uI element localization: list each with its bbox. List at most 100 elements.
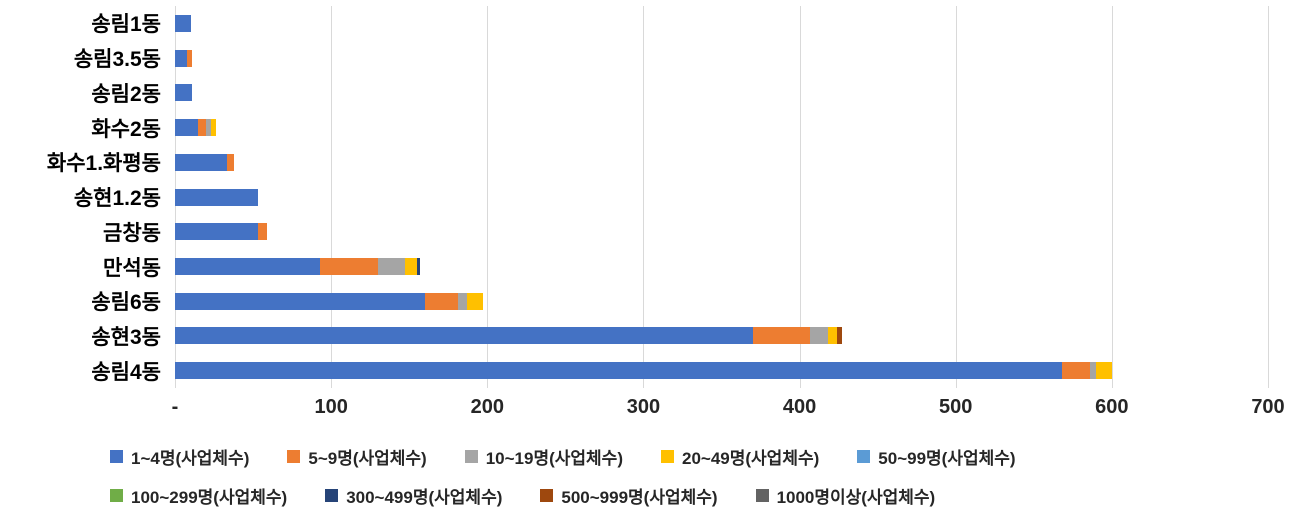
category-label: 화수1.화평동	[46, 152, 161, 176]
gridline	[1111, 6, 1113, 388]
category-label: 송림2동	[91, 82, 161, 106]
legend-label: 300~499명(사업체수)	[346, 488, 503, 507]
stacked-bar	[175, 49, 1268, 67]
x-tick-label: 700	[1251, 396, 1285, 418]
bar-segment	[175, 14, 191, 32]
bar-segment	[210, 119, 216, 137]
bar-segment	[175, 49, 188, 67]
bar-row	[175, 41, 1268, 76]
legend-swatch-icon	[540, 489, 554, 502]
legend: 1~4명(사업체수) 5~9명(사업체수) 10~19명(사업체수) 20~49명(사…	[110, 444, 1016, 521]
plot-region: 송림1동 송림3.5동 송림2동 화수2동 화수1.화평동 송현1.2동 금창동 만석동 송림6…	[0, 6, 1307, 388]
legend-label: 1~4명(사업체수)	[131, 449, 250, 468]
legend-item: 50~99명(사업체수)	[857, 444, 1016, 469]
bar-row	[175, 353, 1268, 388]
legend-label: 5~9명(사업체수)	[308, 449, 427, 468]
bar-segment	[175, 362, 1062, 380]
stacked-bar	[175, 84, 1268, 102]
stacked-bar	[175, 188, 1268, 206]
gridline	[1268, 6, 1269, 388]
x-tick-label: 100	[314, 396, 348, 418]
bar-segment	[320, 258, 378, 275]
value-axis: - 100 200 300 400 500 600 700	[171, 396, 1285, 424]
stacked-bar	[175, 119, 1268, 137]
category-label: 금창동	[103, 221, 161, 245]
bar-segment	[416, 258, 421, 275]
stacked-bar	[175, 327, 1268, 345]
bar-row	[175, 284, 1268, 319]
bar-row	[175, 249, 1268, 284]
bar-segment	[175, 223, 258, 241]
x-tick-label: -	[171, 396, 179, 418]
stacked-bar	[175, 14, 1268, 32]
legend-swatch-icon	[325, 489, 339, 502]
legend-label: 10~19명(사업체수)	[485, 449, 623, 468]
x-tick-label: 500	[939, 396, 973, 418]
stacked-bar	[175, 362, 1268, 380]
stacked-bar	[175, 223, 1268, 241]
bar-segment	[175, 84, 193, 102]
legend-label: 500~999명(사업체수)	[561, 488, 718, 507]
legend-item: 500~999명(사업체수)	[540, 483, 718, 508]
stacked-bar	[175, 292, 1268, 310]
x-tick-label: 200	[470, 396, 504, 418]
bar-segment	[457, 292, 467, 310]
bar-row	[175, 75, 1268, 110]
legend-swatch-icon	[110, 489, 123, 502]
gridline	[799, 6, 801, 388]
legend-item: 100~299명(사업체수)	[110, 483, 287, 508]
legend-swatch-icon	[110, 450, 123, 463]
category-label: 만석동	[103, 256, 161, 280]
category-label: 송림4동	[91, 360, 161, 384]
bar-segment	[404, 258, 417, 275]
bar-segment	[226, 153, 235, 171]
legend-swatch-icon	[755, 489, 769, 502]
stacked-bar	[175, 258, 1268, 275]
legend-item: 20~49명(사업체수)	[661, 444, 819, 469]
stacked-bar	[175, 153, 1268, 171]
bar-segment	[198, 119, 207, 137]
category-axis: 송림1동 송림3.5동 송림2동 화수2동 화수1.화평동 송현1.2동 금창동 만석동 송림6…	[0, 6, 175, 388]
bar-row	[175, 214, 1268, 249]
legend-row: 100~299명(사업체수) 300~499명(사업체수) 500~999명(사업체…	[110, 483, 1016, 508]
bar-segment	[466, 292, 483, 310]
category-label: 송림6동	[91, 291, 161, 315]
bar-segment	[827, 327, 838, 345]
gridline	[331, 6, 333, 388]
bar-segment	[175, 188, 258, 206]
bar-segment	[1061, 362, 1090, 380]
gridline	[487, 6, 489, 388]
legend-label: 20~49명(사업체수)	[682, 449, 820, 468]
bar-segment	[175, 327, 753, 345]
bar-segment	[752, 327, 811, 345]
bar-segment	[175, 153, 227, 171]
x-tick-label: 400	[782, 396, 817, 418]
bar-segment	[1089, 362, 1097, 380]
category-label: 송현1.2동	[73, 187, 161, 211]
bar-segment	[837, 327, 842, 345]
legend-swatch-icon	[464, 450, 478, 463]
bar-row	[175, 319, 1268, 354]
bar-segment	[206, 119, 211, 137]
legend-row: 1~4명(사업체수) 5~9명(사업체수) 10~19명(사업체수) 20~49명(사…	[110, 444, 1016, 469]
bars	[175, 6, 1268, 388]
plot-area	[175, 6, 1269, 388]
bar-segment	[377, 258, 405, 275]
legend-label: 1000명이상(사업체수)	[776, 488, 936, 507]
bar-row	[175, 6, 1268, 41]
bar-segment	[257, 223, 268, 241]
legend-swatch-icon	[661, 450, 674, 463]
bar-segment	[175, 119, 199, 137]
bar-segment	[175, 292, 425, 310]
bar-segment	[424, 292, 458, 310]
legend-item: 300~499명(사업체수)	[325, 483, 502, 508]
category-label: 송현3동	[91, 325, 161, 349]
gridline	[955, 6, 957, 388]
bar-segment	[1096, 362, 1112, 380]
bar-segment	[810, 327, 828, 345]
category-label: 송림3.5동	[73, 48, 161, 72]
legend-item: 10~19명(사업체수)	[464, 444, 623, 469]
legend-item: 1000명이상(사업체수)	[755, 483, 936, 508]
legend-item: 1~4명(사업체수)	[110, 444, 249, 469]
